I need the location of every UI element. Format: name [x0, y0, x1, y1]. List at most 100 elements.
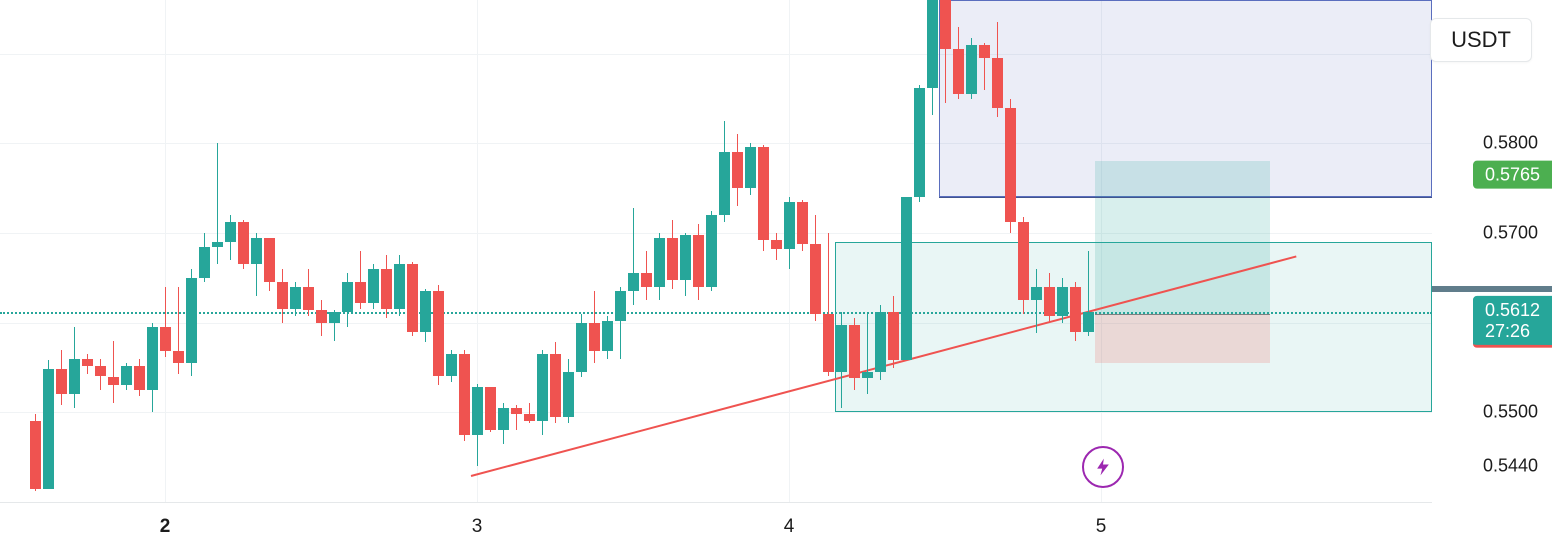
candle-body[interactable]	[992, 58, 1003, 107]
lightning-icon[interactable]	[1082, 446, 1124, 488]
candle-body[interactable]	[173, 351, 184, 363]
candle-body[interactable]	[381, 269, 392, 309]
candle-body[interactable]	[979, 45, 990, 58]
gridline-v	[165, 0, 166, 502]
candle-body[interactable]	[446, 354, 457, 376]
candle-body[interactable]	[30, 421, 41, 488]
candle-wick	[1036, 269, 1037, 334]
candle-body[interactable]	[940, 0, 951, 49]
candle-body[interactable]	[823, 314, 834, 372]
candle-body[interactable]	[212, 242, 223, 246]
candle-body[interactable]	[771, 240, 782, 249]
position-stop	[1095, 314, 1271, 363]
candle-body[interactable]	[56, 369, 67, 394]
y-axis-label: 0.5440	[1483, 456, 1538, 477]
candle-body[interactable]	[134, 366, 145, 390]
candle-body[interactable]	[433, 291, 444, 376]
candle-body[interactable]	[238, 222, 249, 264]
y-axis-label: 0.5500	[1483, 402, 1538, 423]
candle-body[interactable]	[953, 49, 964, 94]
candle-body[interactable]	[1044, 287, 1055, 316]
candle-body[interactable]	[537, 354, 548, 421]
candle-body[interactable]	[329, 312, 340, 323]
candle-body[interactable]	[589, 323, 600, 352]
candle-body[interactable]	[836, 325, 847, 373]
last-price-countdown: 27:26	[1485, 320, 1540, 341]
candle-body[interactable]	[225, 222, 236, 242]
candle-body[interactable]	[927, 0, 938, 88]
candle-body[interactable]	[186, 278, 197, 363]
last-price-tag: 0.561227:26	[1473, 296, 1552, 348]
candle-body[interactable]	[199, 247, 210, 278]
candle-body[interactable]	[576, 323, 587, 372]
candle-body[interactable]	[667, 238, 678, 280]
candle-body[interactable]	[1005, 108, 1016, 223]
candle-body[interactable]	[849, 325, 860, 379]
candle-body[interactable]	[732, 152, 743, 188]
candle-body[interactable]	[303, 287, 314, 310]
candle-body[interactable]	[485, 387, 496, 430]
candle-body[interactable]	[355, 282, 366, 303]
y-axis-label: 0.5700	[1483, 223, 1538, 244]
candle-body[interactable]	[680, 235, 691, 280]
candle-body[interactable]	[693, 235, 704, 287]
candle-body[interactable]	[498, 408, 509, 430]
candle-body[interactable]	[745, 147, 756, 188]
candle-body[interactable]	[719, 152, 730, 215]
candle-body[interactable]	[654, 238, 665, 287]
candle-body[interactable]	[69, 359, 80, 395]
candle-body[interactable]	[758, 147, 769, 240]
candle-body[interactable]	[316, 310, 327, 323]
candle-body[interactable]	[550, 354, 561, 417]
candle-body[interactable]	[966, 45, 977, 94]
candle-body[interactable]	[342, 282, 353, 312]
candle-body[interactable]	[628, 273, 639, 291]
candle-body[interactable]	[1031, 287, 1042, 300]
x-axis-label: 2	[160, 516, 171, 538]
candle-body[interactable]	[108, 377, 119, 386]
gridline-h	[0, 412, 1432, 413]
candlestick-chart[interactable]: 0.54400.55000.57000.580023450.57650.5612…	[0, 0, 1552, 550]
last-price-value: 0.5612	[1485, 300, 1540, 321]
candle-body[interactable]	[1018, 222, 1029, 300]
candle-body[interactable]	[147, 327, 158, 390]
candle-body[interactable]	[472, 387, 483, 435]
candle-body[interactable]	[121, 366, 132, 386]
candle-body[interactable]	[95, 366, 106, 377]
x-axis-label: 4	[784, 516, 795, 538]
candle-body[interactable]	[459, 354, 470, 435]
candle-body[interactable]	[277, 282, 288, 309]
candle-body[interactable]	[784, 202, 795, 250]
candle-body[interactable]	[797, 202, 808, 244]
candle-body[interactable]	[706, 215, 717, 287]
candle-body[interactable]	[82, 359, 93, 366]
x-axis-border	[0, 502, 1432, 503]
candle-body[interactable]	[394, 264, 405, 309]
candle-body[interactable]	[875, 312, 886, 372]
candle-body[interactable]	[43, 369, 54, 488]
price-tag-alt-bar	[1432, 286, 1552, 292]
position-target	[1095, 161, 1271, 313]
candle-body[interactable]	[862, 372, 873, 378]
candle-body[interactable]	[368, 269, 379, 303]
candle-body[interactable]	[810, 244, 821, 314]
candle-body[interactable]	[511, 408, 522, 414]
candle-body[interactable]	[290, 287, 301, 309]
candle-body[interactable]	[615, 291, 626, 321]
pair-badge[interactable]: USDT	[1430, 18, 1532, 62]
candle-body[interactable]	[1070, 287, 1081, 332]
candle-body[interactable]	[1057, 287, 1068, 316]
candle-body[interactable]	[524, 414, 535, 421]
candle-body[interactable]	[888, 312, 899, 360]
candle-body[interactable]	[1083, 312, 1094, 332]
candle-body[interactable]	[160, 327, 171, 351]
candle-body[interactable]	[641, 273, 652, 286]
candle-body[interactable]	[901, 197, 912, 360]
candle-body[interactable]	[602, 321, 613, 351]
candle-body[interactable]	[420, 291, 431, 331]
candle-body[interactable]	[407, 264, 418, 331]
candle-body[interactable]	[251, 238, 262, 265]
candle-body[interactable]	[563, 372, 574, 417]
candle-body[interactable]	[914, 88, 925, 197]
candle-body[interactable]	[264, 238, 275, 283]
